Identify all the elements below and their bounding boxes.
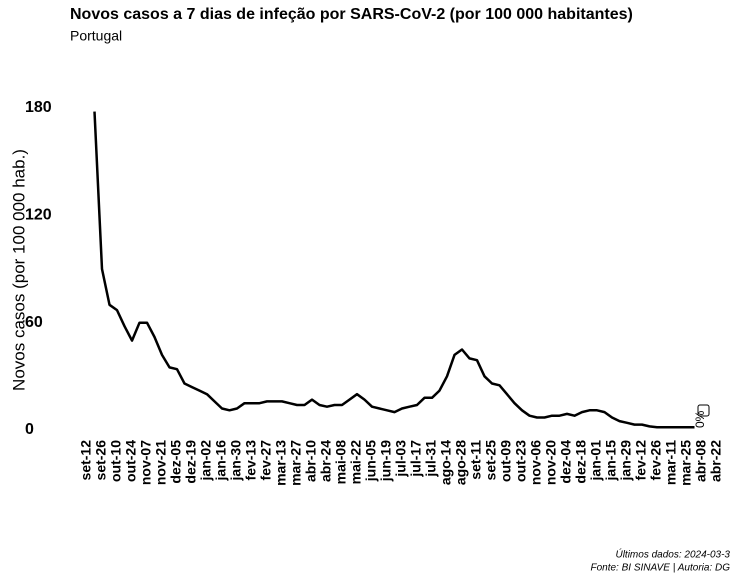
x-tick-label: fev-13 [243,440,259,481]
x-tick-label: abr-22 [708,440,724,482]
y-tick-label: 60 [25,314,43,331]
x-tick-label: jan-02 [198,440,214,482]
x-tick-label: set-26 [93,440,109,481]
x-tick-label: fev-26 [648,440,664,481]
x-tick-label: mai-08 [333,440,349,485]
x-tick-label: nov-21 [153,440,169,485]
x-tick-label: jan-15 [603,440,619,482]
chart-title: Novos casos a 7 dias de infeção por SARS… [70,6,633,23]
x-tick-label: set-25 [483,440,499,481]
x-tick-label: dez-18 [573,440,589,484]
y-tick-label: 120 [25,207,52,224]
x-tick-label: mar-25 [678,440,694,486]
x-tick-label: mai-22 [348,440,364,485]
x-tick-label: set-12 [78,440,94,481]
x-tick-label: jan-16 [213,440,229,482]
x-tick-label: nov-06 [528,440,544,485]
x-tick-label: jan-01 [588,440,604,482]
marker-box [697,404,710,417]
x-tick-label: abr-24 [318,440,334,482]
x-tick-label: abr-08 [693,440,709,482]
annotation: 0% [693,410,707,428]
x-tick-label: mar-27 [288,440,304,486]
x-tick-label: dez-04 [558,440,574,484]
x-tick-label: set-11 [468,440,484,480]
y-tick-label: 0 [25,421,34,438]
x-tick-label: nov-07 [138,440,154,485]
x-tick-label: jun-05 [363,440,379,482]
x-tick-label: jul-17 [408,440,424,478]
x-tick-label: dez-05 [168,440,184,484]
x-tick-label: fev-27 [258,440,274,481]
x-tick-label: nov-20 [543,440,559,485]
x-tick-label: jun-19 [378,440,394,482]
x-tick-label: ago-28 [453,440,469,485]
y-axis-label: Novos casos (por 100 000 hab.) [9,149,28,391]
x-tick-label: jul-03 [393,440,409,478]
x-tick-label: jan-29 [618,440,634,482]
x-tick-label: ago-14 [438,440,454,485]
footer-text: Últimos dados: 2024-03-3 [615,548,730,561]
footer-text: Fonte: BI SINAVE | Autoria: DG [590,563,730,574]
x-tick-label: jul-31 [423,440,439,478]
y-tick-label: 180 [25,99,52,116]
x-tick-label: dez-19 [183,440,199,484]
x-tick-label: out-09 [498,440,514,482]
chart-subtitle: Portugal [70,28,122,44]
x-tick-label: mar-13 [273,440,289,486]
data-line [93,111,695,429]
x-tick-label: jan-30 [228,440,244,482]
x-tick-label: out-23 [513,440,529,482]
x-tick-label: out-10 [108,440,124,482]
x-tick-label: mar-11 [663,440,679,485]
x-tick-label: fev-12 [633,440,649,481]
x-tick-label: out-24 [123,440,139,482]
x-tick-label: abr-10 [303,440,319,482]
